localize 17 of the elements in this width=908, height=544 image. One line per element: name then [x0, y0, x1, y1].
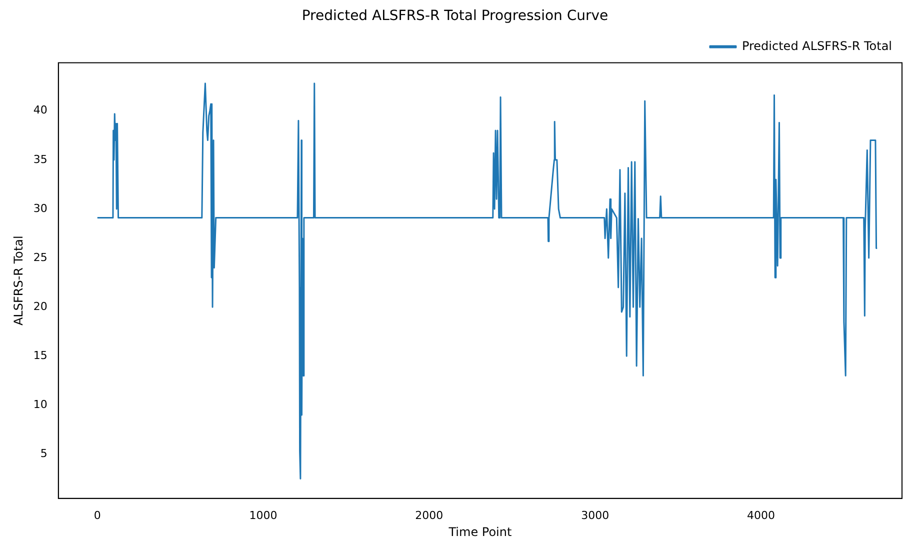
y-tick-label: 10: [33, 398, 48, 412]
y-tick-label: 25: [33, 250, 48, 264]
y-axis-title: ALSFRS-R Total: [11, 236, 26, 326]
y-tick-label: 30: [33, 202, 48, 215]
x-tick-label: 1000: [249, 508, 278, 522]
x-axis-title: Time Point: [448, 524, 512, 539]
y-tick-label: 35: [33, 152, 48, 166]
y-tick-label: 40: [33, 104, 48, 117]
y-tick-label: 5: [40, 447, 48, 460]
x-tick-label: 0: [94, 508, 101, 522]
y-tick-label: 20: [33, 300, 48, 313]
x-tick-label: 4000: [746, 508, 775, 522]
x-tick-label: 2000: [415, 508, 444, 522]
y-tick-label: 15: [33, 349, 48, 362]
chart-title: Predicted ALSFRS-R Total Progression Curve: [302, 8, 608, 24]
x-tick-label: 3000: [581, 508, 610, 522]
legend-label: Predicted ALSFRS-R Total: [742, 38, 892, 53]
